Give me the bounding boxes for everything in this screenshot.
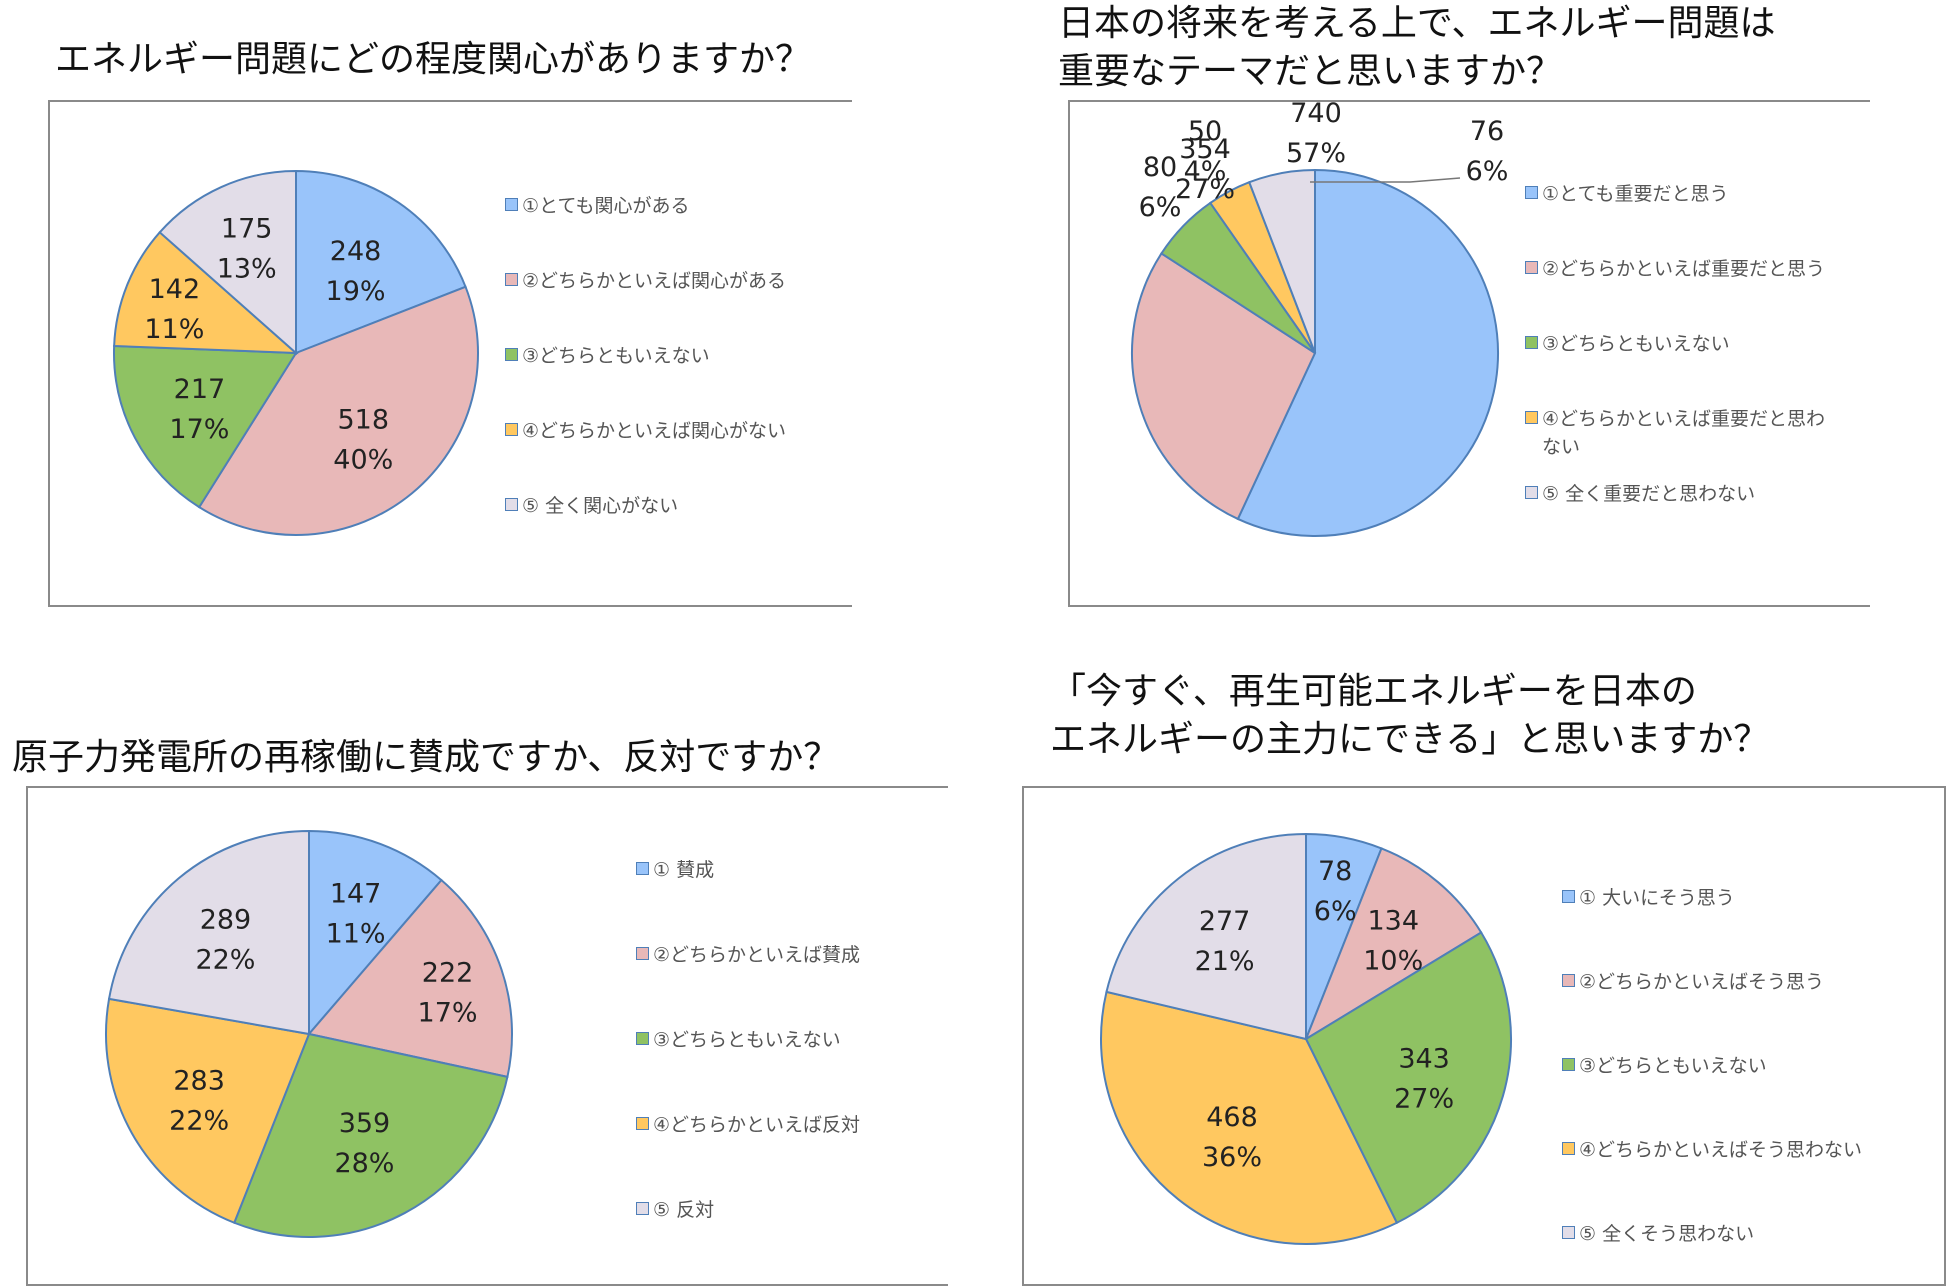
legend-item-5: ⑤ 全くそう思わない [1562, 1220, 1912, 1248]
pie-value-label-4: 468 [1206, 1102, 1258, 1133]
pie-value-label-1: 78 [1318, 856, 1352, 887]
legend-label: ③どちらともいえない [1579, 1052, 1767, 1080]
legend-item-3: ③どちらともいえない [1562, 1052, 1912, 1080]
pie-percent-label-2: 10% [1363, 946, 1423, 977]
legend-swatch [1562, 1058, 1575, 1071]
pie-percent-label-4: 36% [1202, 1142, 1262, 1173]
legend-label: ⑤ 全くそう思わない [1579, 1220, 1754, 1248]
pie-value-label-2: 134 [1367, 906, 1419, 937]
legend-item-4: ④どちらかといえばそう思わない [1562, 1136, 1912, 1164]
legend-swatch [1562, 890, 1575, 903]
legend-item-1: ① 大いにそう思う [1562, 884, 1912, 912]
legend-swatch [1562, 974, 1575, 987]
pie-percent-label-5: 21% [1195, 946, 1255, 977]
legend-swatch [1562, 1226, 1575, 1239]
legend-item-2: ②どちらかといえばそう思う [1562, 968, 1912, 996]
pie-percent-label-1: 6% [1314, 896, 1357, 927]
pie-value-label-3: 343 [1398, 1043, 1450, 1074]
pie-percent-label-3: 27% [1394, 1083, 1454, 1114]
legend-label: ④どちらかといえばそう思わない [1579, 1136, 1862, 1164]
legend-swatch [1562, 1142, 1575, 1155]
legend-label: ① 大いにそう思う [1579, 884, 1735, 912]
pie-value-label-5: 277 [1199, 906, 1251, 937]
legend-label: ②どちらかといえばそう思う [1579, 968, 1824, 996]
